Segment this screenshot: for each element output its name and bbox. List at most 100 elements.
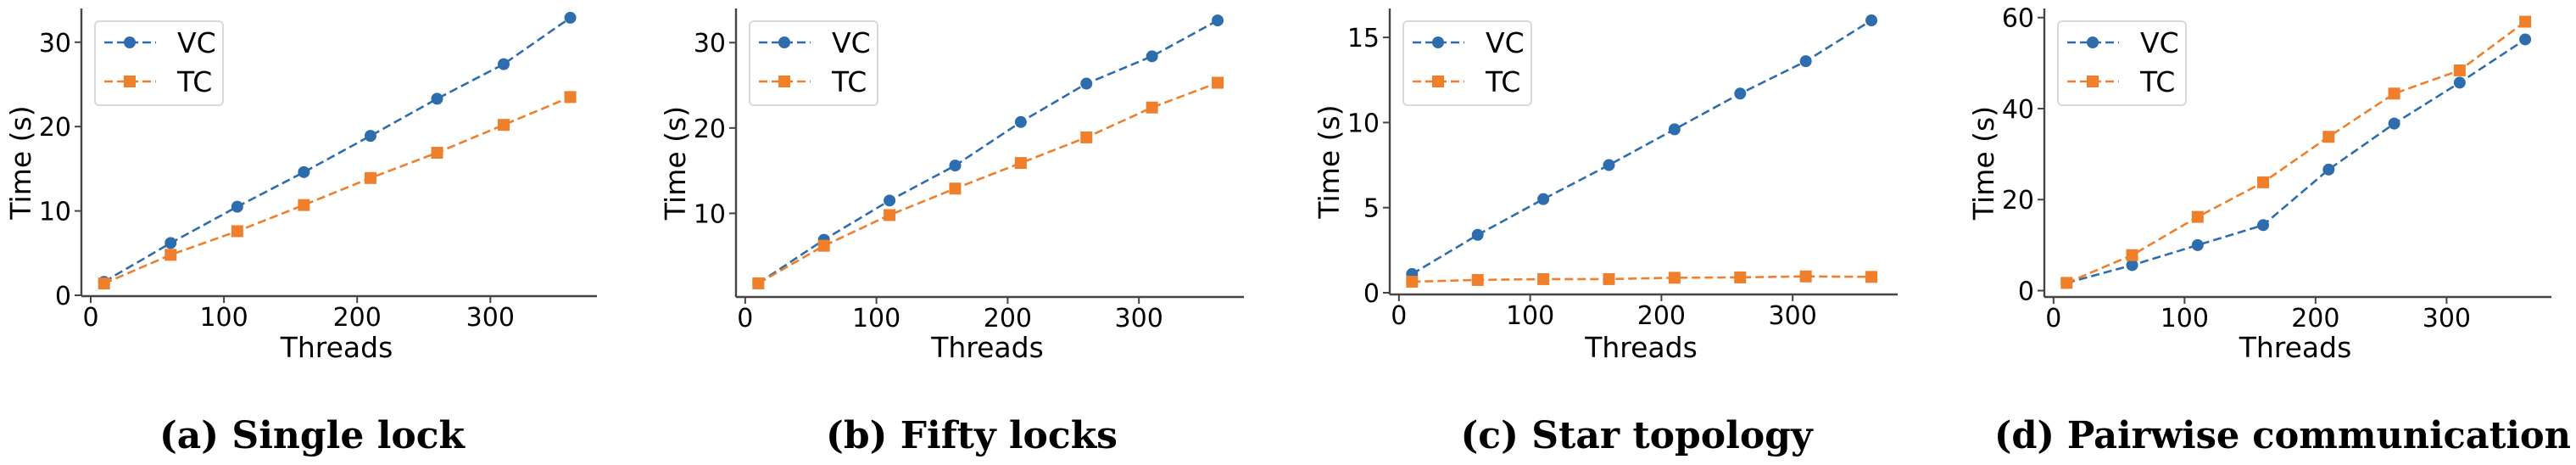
legend-marker-vc-c — [1432, 36, 1444, 48]
legend-marker-vc-a — [124, 36, 136, 48]
y-tick-label-d-3: 60 — [2002, 4, 2034, 34]
point-tc-d-1 — [2126, 249, 2138, 261]
point-tc-b-3 — [949, 182, 962, 195]
point-vc-b-5 — [1080, 77, 1093, 90]
ylabel-a: Time (s) — [4, 105, 37, 220]
y-tick-label-a-3: 30 — [39, 29, 71, 59]
legend-marker-tc-a — [124, 76, 136, 87]
series-line-tc-c — [1412, 275, 1872, 283]
subplot-d: Threads Time (s) 0 100 200 300 0 20 40 60 VC TC (d… — [1967, 4, 2571, 457]
point-vc-c-4 — [1668, 123, 1681, 136]
legend-marker-tc-c — [1432, 76, 1444, 87]
point-vc-c-7 — [1865, 14, 1878, 27]
y-tick-label-a-0: 0 — [55, 282, 71, 311]
point-tc-d-4 — [2322, 131, 2335, 143]
x-tick-label-a-2: 200 — [333, 303, 382, 333]
legend-label-tc-c: TC — [1485, 65, 1520, 98]
point-vc-b-2 — [884, 194, 896, 207]
y-tick-label-d-0: 0 — [2018, 277, 2034, 306]
point-tc-b-5 — [1080, 131, 1093, 143]
subplot-a: Threads Time (s) 0 100 200 300 0 10 20 30 VC TC (a… — [4, 8, 597, 457]
series-line-tc-d — [2066, 20, 2526, 284]
x-tick-label-d-0: 0 — [2045, 304, 2061, 333]
caption-b: (b) Fifty locks — [826, 414, 1118, 457]
caption-c: (c) Star topology — [1460, 414, 1813, 457]
y-tick-label-b-1: 20 — [694, 115, 726, 144]
ylabel-b: Time (s) — [659, 106, 692, 221]
point-tc-a-2 — [231, 225, 243, 238]
point-vc-d-3 — [2257, 219, 2270, 232]
series-line-vc-b — [757, 19, 1218, 284]
point-tc-d-3 — [2257, 176, 2270, 188]
point-vc-b-7 — [1212, 14, 1224, 27]
x-tick-label-a-0: 0 — [82, 303, 98, 333]
x-tick-label-d-3: 300 — [2423, 304, 2471, 333]
caption-d: (d) Pairwise communication — [1994, 414, 2571, 457]
point-vc-b-3 — [949, 160, 962, 172]
y-tick-label-c-1: 5 — [1363, 194, 1380, 224]
point-vc-c-5 — [1734, 87, 1747, 100]
legend-label-vc-a: VC — [177, 26, 216, 59]
point-tc-a-5 — [431, 146, 443, 159]
legend-label-vc-c: VC — [1486, 26, 1525, 59]
y-tick-label-b-2: 30 — [694, 29, 726, 59]
point-tc-b-4 — [1014, 157, 1027, 170]
point-tc-a-0 — [98, 277, 110, 290]
x-tick-label-b-2: 200 — [984, 304, 1032, 333]
point-vc-b-4 — [1014, 115, 1027, 128]
point-tc-d-6 — [2453, 64, 2466, 76]
point-vc-a-2 — [231, 200, 243, 213]
legend-label-tc-b: TC — [831, 65, 867, 98]
point-tc-c-4 — [1668, 272, 1681, 284]
x-tick-label-a-3: 300 — [466, 303, 515, 333]
legend-marker-tc-d — [2087, 76, 2099, 87]
point-vc-a-4 — [364, 130, 376, 143]
xlabel-d: Threads — [2239, 331, 2352, 364]
x-tick-label-b-0: 0 — [737, 304, 753, 333]
point-vc-d-6 — [2453, 76, 2466, 89]
point-tc-d-7 — [2519, 15, 2532, 28]
point-tc-b-7 — [1212, 76, 1224, 89]
point-tc-a-4 — [364, 171, 376, 184]
point-tc-c-2 — [1537, 272, 1550, 285]
point-tc-c-6 — [1799, 270, 1812, 283]
point-vc-a-1 — [164, 237, 177, 249]
point-tc-d-0 — [2060, 277, 2073, 289]
series-line-tc-b — [757, 81, 1218, 285]
point-tc-b-6 — [1146, 101, 1158, 114]
legend-label-vc-b: VC — [832, 26, 871, 59]
xlabel-c: Threads — [1584, 331, 1698, 364]
point-tc-a-6 — [498, 119, 510, 132]
caption-a: (a) Single lock — [159, 414, 466, 457]
point-tc-b-2 — [884, 209, 896, 221]
x-tick-label-c-1: 100 — [1506, 301, 1554, 331]
legend-marker-vc-d — [2087, 36, 2099, 48]
subplot-b: Threads Time (s) 0 100 200 300 10 20 30 VC TC (b)… — [659, 8, 1244, 457]
point-vc-d-4 — [2322, 163, 2335, 176]
xlabel-b: Threads — [930, 331, 1044, 364]
x-tick-label-d-2: 200 — [2291, 304, 2339, 333]
legend-label-tc-a: TC — [176, 65, 212, 98]
point-tc-c-1 — [1471, 273, 1484, 286]
xlabel-a: Threads — [280, 331, 393, 364]
point-tc-c-3 — [1603, 272, 1615, 285]
point-tc-c-0 — [1406, 275, 1419, 288]
point-tc-b-0 — [752, 277, 765, 289]
point-vc-c-1 — [1471, 228, 1484, 241]
x-tick-label-c-3: 300 — [1769, 301, 1817, 331]
x-tick-label-c-2: 200 — [1637, 301, 1686, 331]
legend-label-vc-d: VC — [2140, 26, 2179, 59]
y-tick-label-a-1: 10 — [39, 198, 71, 227]
point-vc-a-3 — [298, 165, 310, 178]
point-tc-a-7 — [564, 91, 577, 104]
point-vc-c-6 — [1799, 55, 1812, 68]
y-tick-label-c-3: 15 — [1347, 24, 1380, 53]
legend-marker-tc-b — [778, 76, 790, 87]
point-vc-b-6 — [1146, 50, 1158, 63]
y-tick-label-d-2: 40 — [2002, 95, 2034, 125]
ylabel-d: Time (s) — [1967, 106, 2000, 221]
series-line-vc-d — [2066, 38, 2526, 284]
point-tc-d-2 — [2191, 210, 2204, 223]
point-vc-a-5 — [431, 92, 443, 105]
